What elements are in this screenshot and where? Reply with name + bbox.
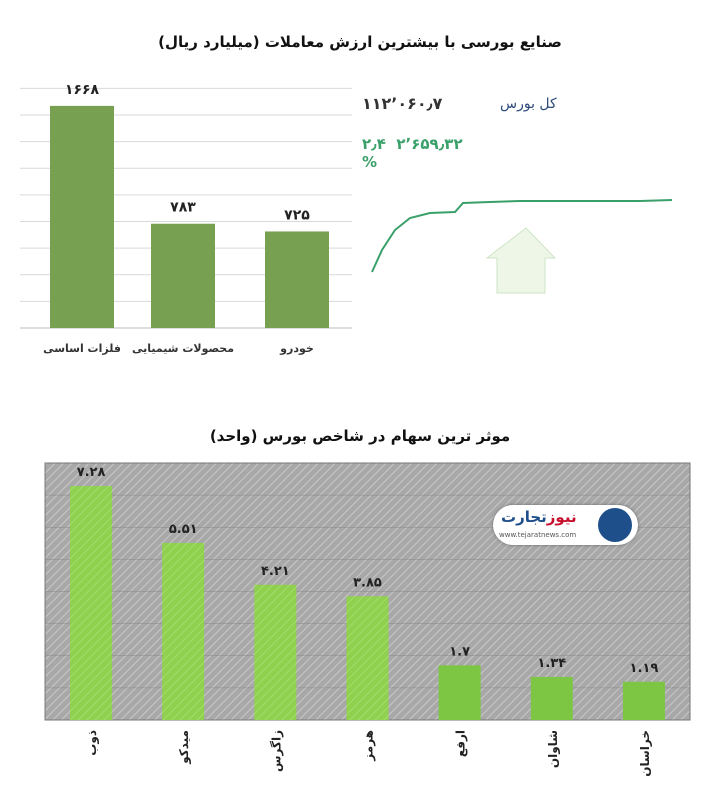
- top-bar-chart: ۱۶۶۸ فلزات اساسی ۷۸۳ محصولات شیمیایی ۷۲۵ خودر…: [20, 82, 352, 355]
- bar-value-label: ۱.۳۴: [537, 656, 566, 671]
- category-label: خراسان: [638, 730, 652, 777]
- bar-value-label: ۱.۱۹: [630, 661, 659, 676]
- category-label: میدکو: [177, 730, 192, 765]
- bottom-chart-title: موثر ترین سهام در شاخص بورس (واحد): [209, 427, 511, 445]
- index-percent: ۲٫۴ %: [362, 135, 386, 171]
- category-label: هرمز: [362, 730, 376, 762]
- up-arrow-icon: [485, 227, 557, 294]
- bar: [622, 681, 665, 720]
- bar-value-label: ۱۶۶۸: [65, 82, 100, 98]
- bar-value-label: ۱.۷: [449, 644, 470, 659]
- bar: [346, 596, 389, 720]
- bar: [162, 542, 205, 720]
- index-line: [371, 199, 673, 273]
- bar-value-label: ۳.۸۵: [353, 575, 382, 590]
- bar-value-label: ۵.۵۱: [169, 522, 198, 537]
- tejaratnews-logo: نیوزتجارت www.tejaratnews.com: [493, 505, 638, 545]
- bar: [438, 665, 481, 720]
- bar-value-label: ۷۸۳: [170, 200, 196, 216]
- category-label: خودرو: [279, 342, 314, 355]
- category-label: ذوب: [85, 730, 100, 756]
- logo-url: www.tejaratnews.com: [499, 531, 577, 539]
- index-value: ۱۱۲٬۰۶۰٫۷: [362, 94, 443, 113]
- bar: [151, 223, 215, 328]
- index-name: کل بورس: [500, 96, 557, 112]
- bar-value-label: ۴.۲۱: [261, 564, 290, 579]
- index-sparkline: [371, 199, 673, 294]
- bar: [50, 105, 114, 328]
- bar: [254, 584, 297, 720]
- bar-value-label: ۷.۲۸: [77, 465, 106, 480]
- top-chart-title: صنایع بورسی با بیشترین ارزش معاملات (میل…: [158, 33, 562, 51]
- category-label: محصولات شیمیایی: [132, 342, 234, 355]
- bar: [265, 231, 329, 328]
- index-change-value: ۲٬۶۵۹٫۳۲: [396, 135, 463, 153]
- bar: [530, 676, 573, 720]
- category-label: ارفع: [454, 730, 468, 757]
- index-change: ۲٬۶۵۹٫۳۲ ۲٫۴ %: [362, 135, 482, 171]
- category-label: فلزات اساسی: [43, 342, 121, 355]
- category-label: زاگرس: [269, 730, 283, 772]
- bar: [70, 486, 113, 720]
- bar-value-label: ۷۲۵: [284, 207, 310, 223]
- category-label: شاوان: [546, 730, 561, 768]
- logo-icon: [598, 508, 632, 542]
